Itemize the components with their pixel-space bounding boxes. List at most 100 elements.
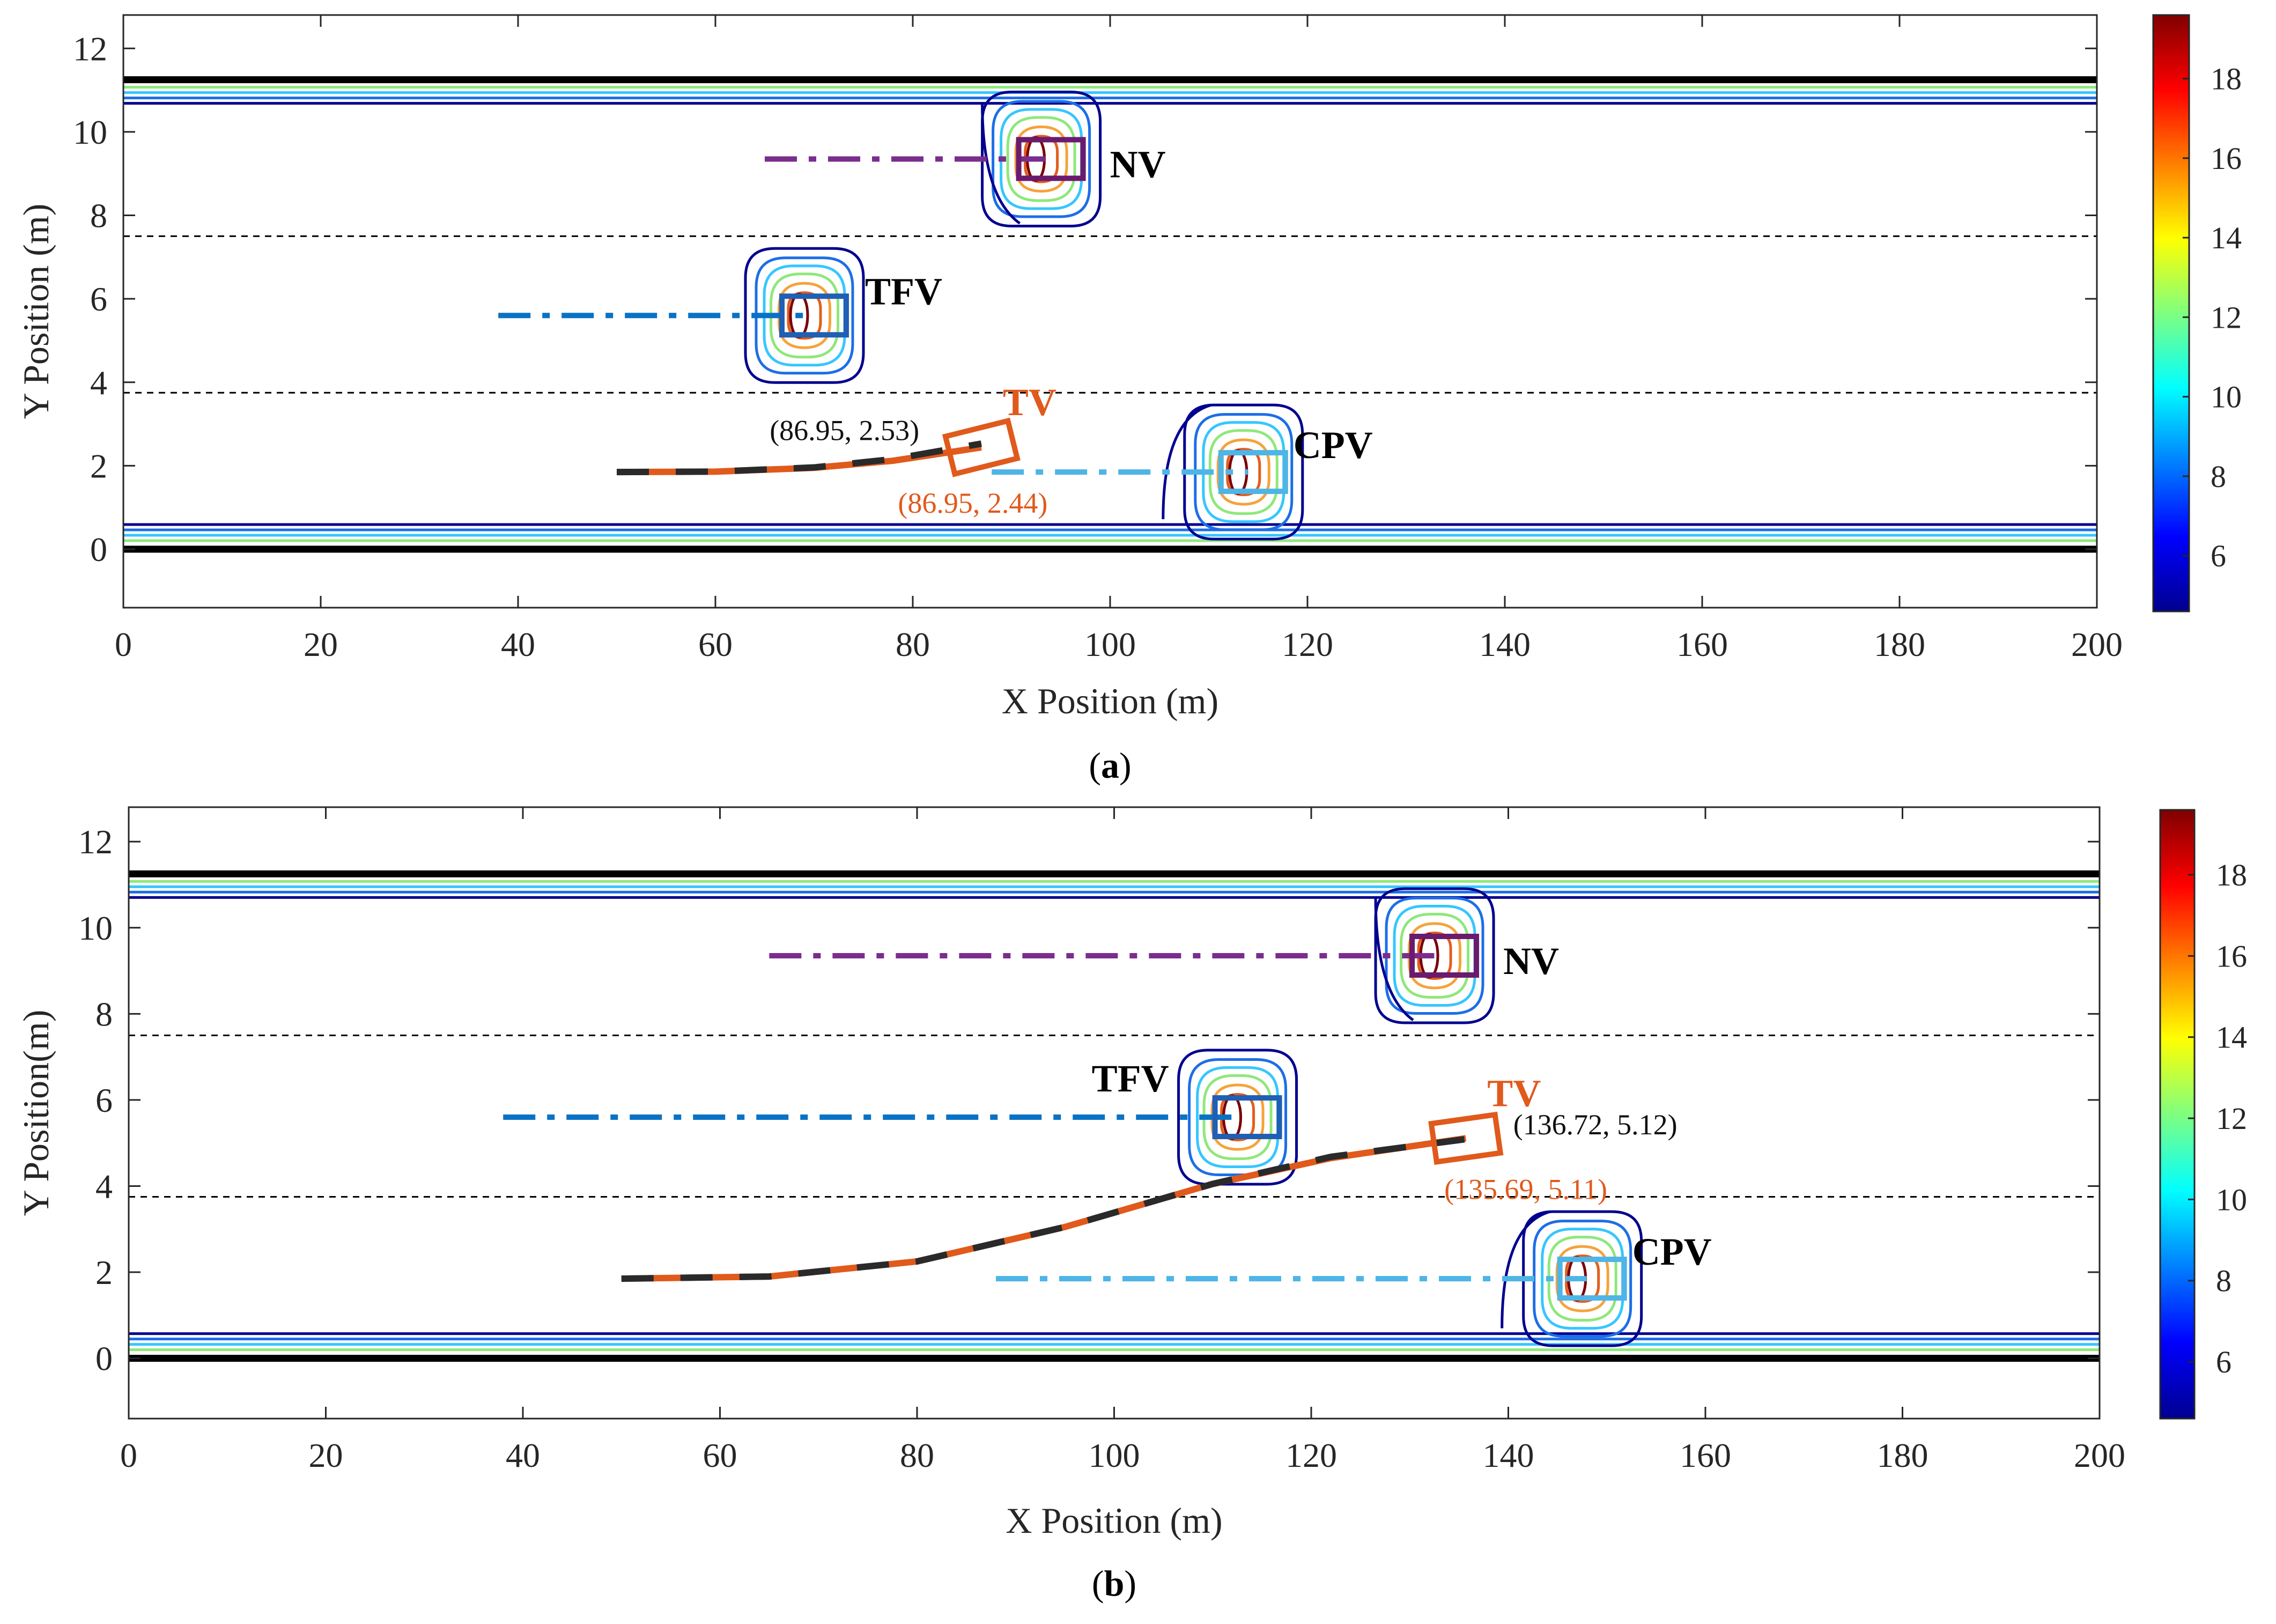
x-tick-label: 100 xyxy=(1089,1436,1140,1474)
vehicle-label-nv: NV xyxy=(1110,143,1166,186)
x-tick-label: 140 xyxy=(1479,625,1531,663)
y-tick-label: 8 xyxy=(90,197,107,235)
x-axis-label: X Position (m) xyxy=(1006,1500,1222,1541)
vehicle-trails xyxy=(503,953,1587,1282)
vehicle-box xyxy=(779,293,849,338)
contour-line xyxy=(1194,413,1294,532)
x-tick-label: 80 xyxy=(896,625,930,663)
contour-line xyxy=(1374,887,1495,1024)
y-tick-label: 4 xyxy=(95,1167,113,1205)
vehicle-label-cpv: CPV xyxy=(1294,424,1373,467)
contour-line xyxy=(1006,116,1076,202)
contour-line xyxy=(1226,448,1261,497)
contour-line xyxy=(755,256,854,375)
x-tick-label: 100 xyxy=(1084,625,1136,663)
contour-line xyxy=(1208,429,1279,515)
colorbar-tick-label: 12 xyxy=(2211,300,2242,335)
colorbar-tick-label: 10 xyxy=(2216,1182,2247,1217)
vehicle-box xyxy=(1218,450,1288,494)
vehicle-boxes xyxy=(779,137,1288,494)
x-tick-label: 160 xyxy=(1680,1436,1731,1474)
contour-line xyxy=(763,264,846,367)
contour-line xyxy=(1385,896,1484,1015)
colorbar-tick-label: 16 xyxy=(2216,939,2247,973)
contour-line xyxy=(1024,135,1059,183)
x-axis-label: X Position (m) xyxy=(1002,681,1218,721)
contour-line xyxy=(1162,403,1212,520)
x-tick-label: 200 xyxy=(2071,625,2123,663)
colorbar xyxy=(2152,14,2190,612)
contour-line xyxy=(1417,931,1452,980)
vehicle-box xyxy=(1557,1257,1627,1301)
x-tick-label: 140 xyxy=(1483,1436,1534,1474)
coordinate-annotation: (136.72, 5.12) xyxy=(1513,1109,1678,1141)
y-tick-label: 0 xyxy=(95,1340,113,1378)
contour-line xyxy=(1196,1066,1280,1169)
road-lines xyxy=(129,870,2100,1362)
x-tick-label: 20 xyxy=(304,625,338,663)
contour-line xyxy=(1374,897,1414,1022)
x-tick-label: 180 xyxy=(1874,625,1925,663)
vehicle-box xyxy=(1409,933,1480,978)
contour-layer xyxy=(123,86,2097,542)
vehicle-label-tv: TV xyxy=(1487,1072,1541,1114)
y-tick-label: 2 xyxy=(90,447,107,485)
y-axis-label: Y Position(m) xyxy=(16,1010,56,1216)
x-tick-label: 200 xyxy=(2074,1436,2125,1474)
x-tick-label: 0 xyxy=(115,625,132,663)
contour-line xyxy=(1202,1074,1273,1161)
colorbar-tick-label: 8 xyxy=(2216,1264,2231,1298)
x-tick-label: 20 xyxy=(309,1436,343,1474)
x-tick-label: 120 xyxy=(1282,625,1333,663)
vehicle-trails xyxy=(498,156,1248,476)
tv-vehicle-box xyxy=(942,417,1021,477)
x-tick-label: 120 xyxy=(1285,1436,1337,1474)
tv-planned-path xyxy=(616,440,982,476)
contour-line xyxy=(1547,1236,1617,1322)
y-tick-label: 6 xyxy=(90,280,107,318)
colorbar-tick-label: 10 xyxy=(2211,380,2242,415)
y-tick-label: 12 xyxy=(78,823,113,861)
contour-layer xyxy=(129,880,2100,1352)
coordinate-annotation: (86.95, 2.53) xyxy=(770,415,919,447)
colorbar-tick-label: 12 xyxy=(2216,1101,2247,1136)
vehicle-label-tfv: TFV xyxy=(865,270,942,313)
tv-vehicle-box xyxy=(1428,1111,1504,1165)
colorbar xyxy=(2159,809,2196,1420)
vehicle-label-tfv: TFV xyxy=(1092,1057,1169,1100)
colorbar-tick-label: 14 xyxy=(2216,1020,2247,1055)
contour-line xyxy=(770,272,839,359)
colorbar-tick-label: 6 xyxy=(2211,538,2226,573)
y-axis-label: Y Position (m) xyxy=(16,204,56,419)
coordinate-annotation: (135.69, 5.11) xyxy=(1444,1173,1607,1205)
colorbar-tick-label: 16 xyxy=(2211,141,2242,176)
road-lines xyxy=(123,76,2097,553)
contour-line xyxy=(1541,1228,1624,1330)
vehicle-label-tv: TV xyxy=(1003,381,1056,424)
contour-line xyxy=(1393,904,1476,1007)
plot-frame xyxy=(128,806,2101,1420)
colorbar-tick-label: 8 xyxy=(2211,459,2226,494)
x-tick-label: 40 xyxy=(501,625,535,663)
tv-actual-path xyxy=(621,1135,1467,1282)
axis-ticks: 0 20 40 60 80 100 120 140 160 180 200 0 2 4 6 8 10 12 xyxy=(78,807,2125,1474)
panel-letter: a xyxy=(1101,745,1119,786)
panel-caption: (b) xyxy=(1092,1563,1136,1604)
vehicle-box xyxy=(1212,1095,1282,1140)
contour-line xyxy=(1000,108,1083,210)
colorbar-tick-label: 18 xyxy=(2211,62,2242,97)
contour-line xyxy=(1501,1210,1551,1328)
y-tick-label: 8 xyxy=(95,995,113,1033)
vehicle-label-nv: NV xyxy=(1503,940,1559,983)
colorbar-ticks: 6 8 10 12 14 16 18 xyxy=(2188,858,2247,1379)
x-tick-label: 60 xyxy=(703,1436,737,1474)
contour-line xyxy=(744,247,865,384)
panel-letter: b xyxy=(1104,1563,1125,1604)
vehicle-boxes xyxy=(1212,933,1627,1301)
axis-ticks: 0 20 40 60 80 100 120 140 160 180 200 0 2 4 6 8 10 12 xyxy=(73,15,2123,663)
x-tick-label: 40 xyxy=(506,1436,540,1474)
y-tick-label: 6 xyxy=(95,1081,113,1119)
contour-line xyxy=(1202,421,1285,523)
